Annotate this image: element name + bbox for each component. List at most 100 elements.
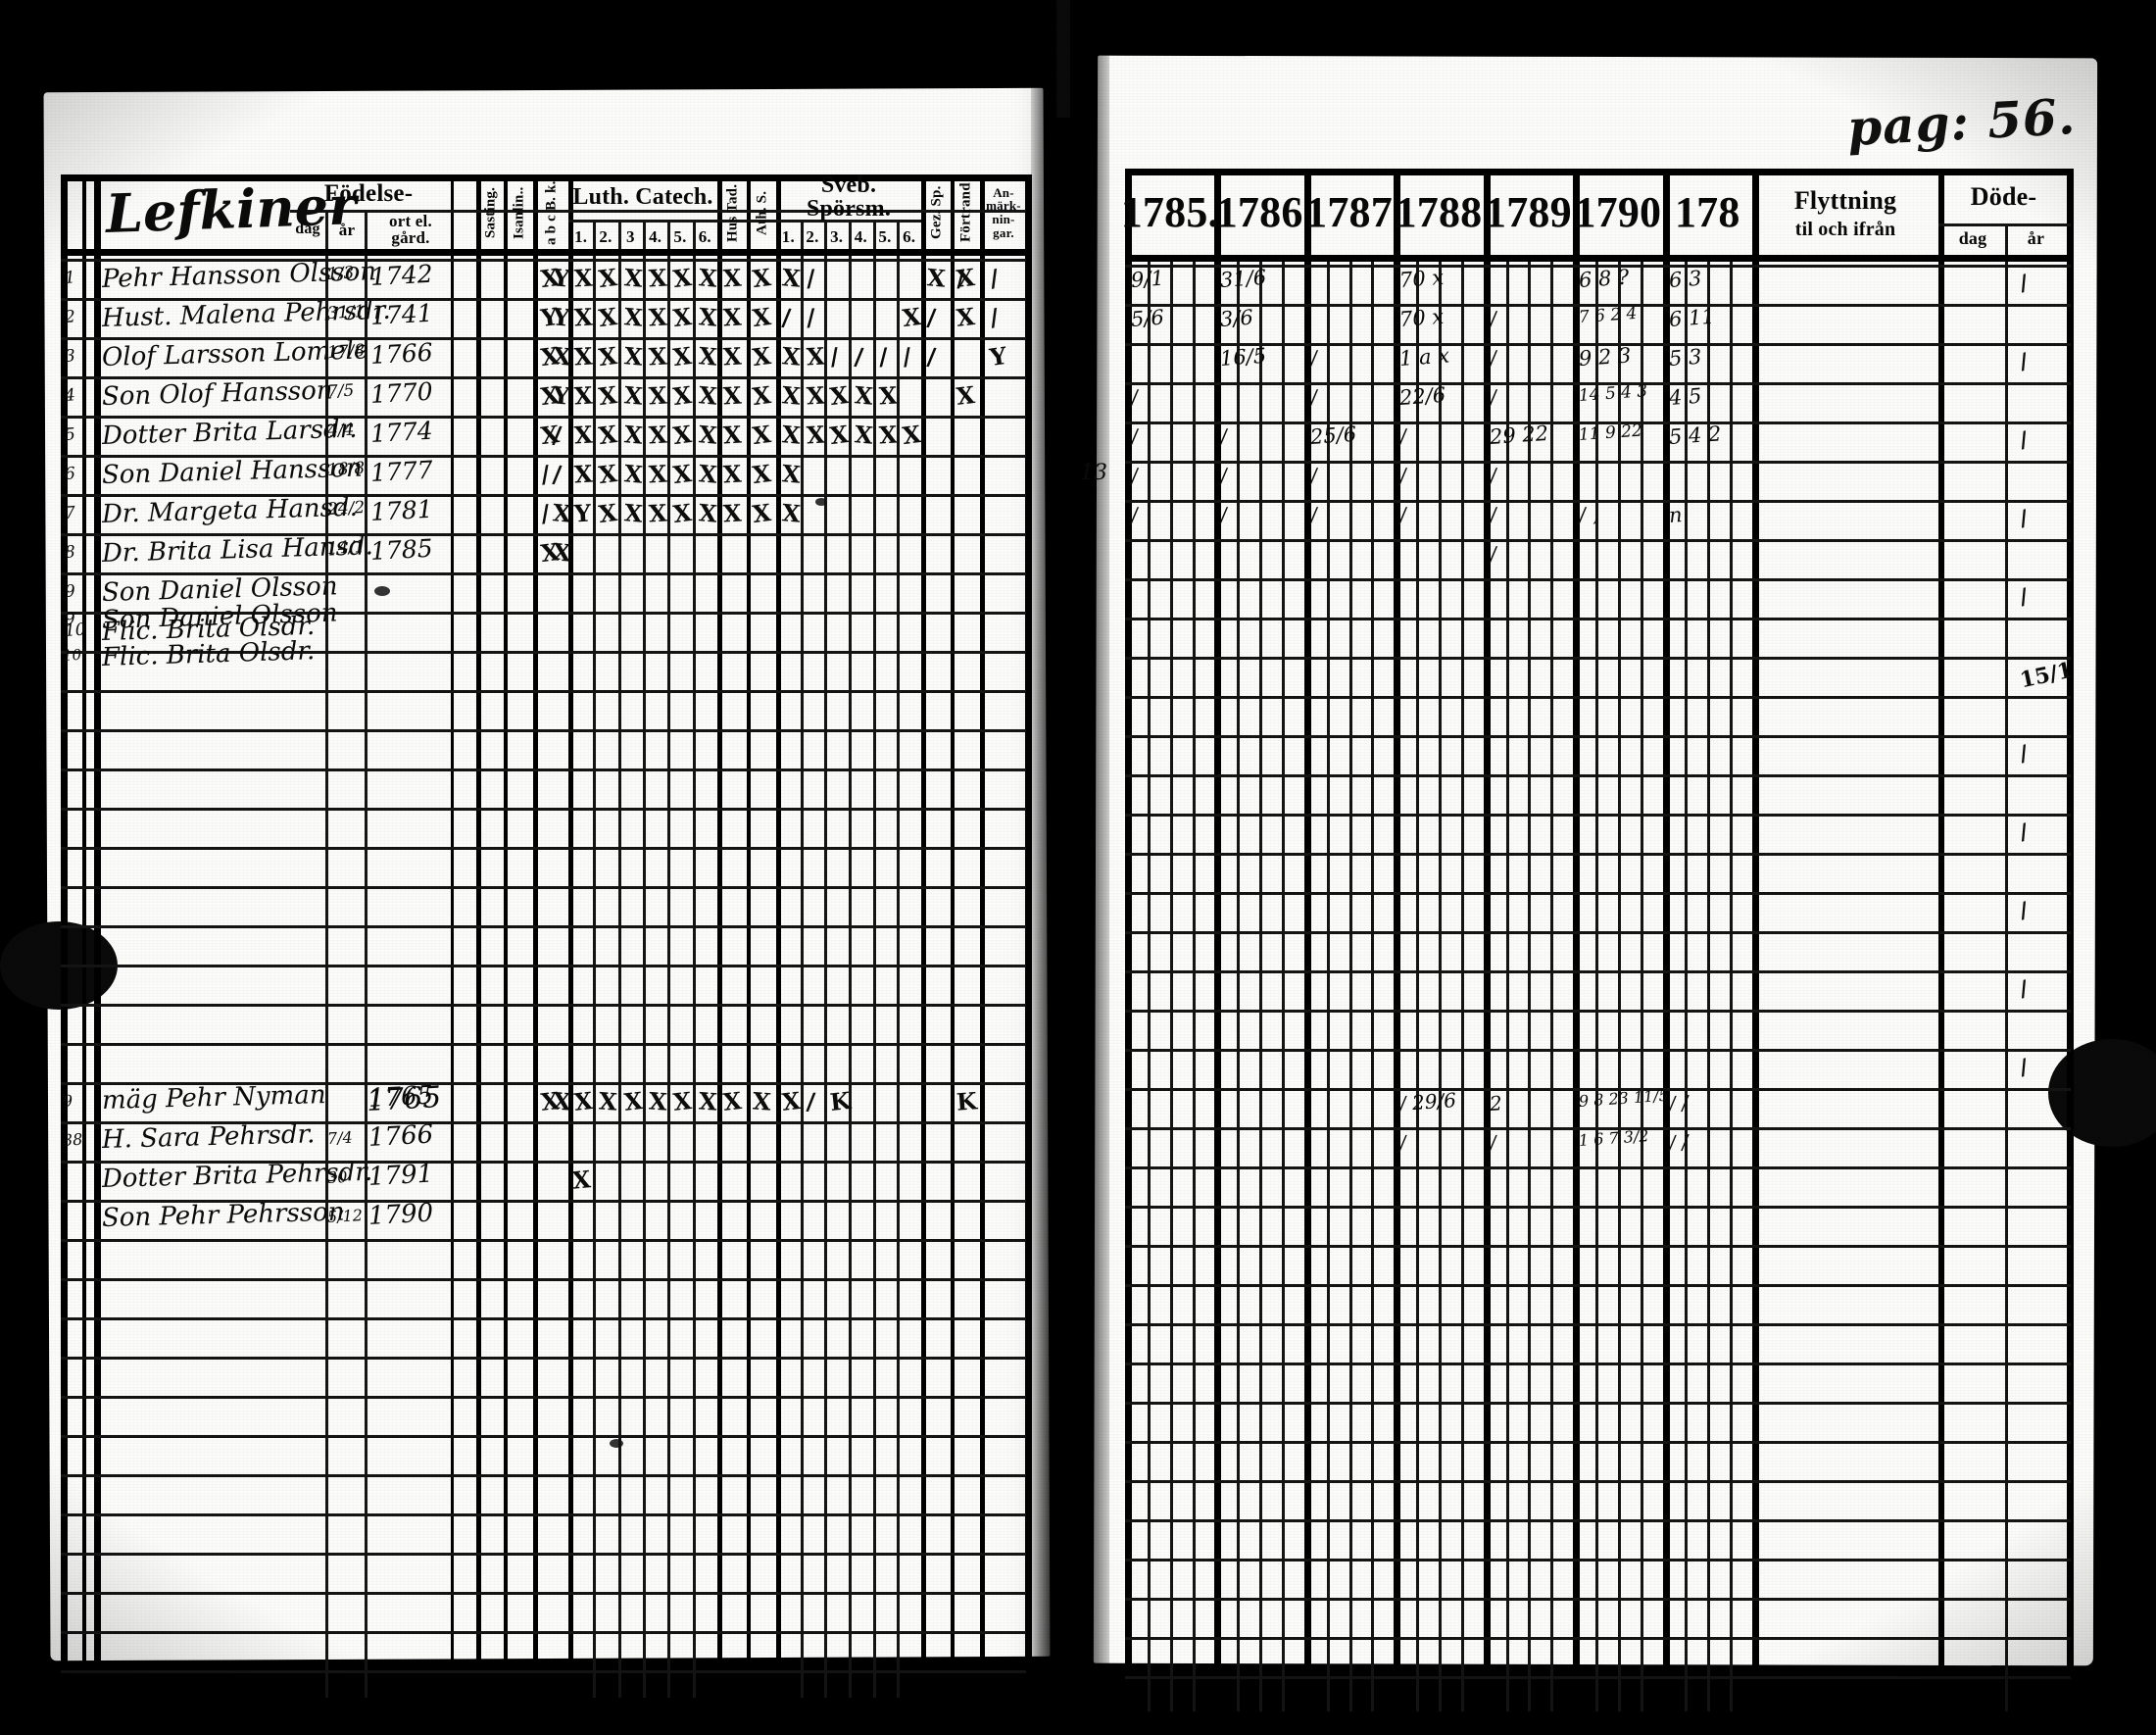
header-ath: Ath. S. bbox=[754, 190, 770, 235]
grid-horizontal-line bbox=[61, 1317, 1026, 1320]
header-flyttning-line1: Flyttning bbox=[1793, 186, 1897, 216]
entry-birth-day: 18/8 bbox=[326, 459, 366, 480]
year-cell-entry: / bbox=[1130, 464, 1139, 488]
grid-vertical-line bbox=[1416, 255, 1420, 1717]
year-cell-entry: 5 3 bbox=[1667, 344, 1702, 371]
catechism-mark: X bbox=[648, 1086, 668, 1116]
catechism-mark: X bbox=[955, 302, 977, 332]
grid-vertical-line bbox=[800, 220, 804, 1704]
entry-birth-year: 1765 bbox=[366, 1080, 443, 1118]
catechism-mark: X bbox=[722, 263, 743, 293]
grid-vertical-line bbox=[1214, 169, 1222, 1717]
grid-horizontal-line bbox=[61, 1357, 1026, 1360]
year-cell-entry: / bbox=[1219, 464, 1229, 488]
header-sveb-5: 5. bbox=[878, 226, 892, 246]
row-number: 9 bbox=[64, 609, 76, 629]
catechism-mark: X bbox=[697, 498, 718, 528]
year-cell-entry: / bbox=[1309, 346, 1318, 371]
catechism-mark: X bbox=[722, 380, 743, 411]
year-cell-entry: / bbox=[1219, 424, 1229, 449]
catechism-mark: X bbox=[551, 341, 572, 372]
header-abc: a b c B. k. bbox=[543, 180, 560, 245]
grid-vertical-line bbox=[1595, 255, 1598, 1717]
catechism-mark: X bbox=[955, 380, 977, 411]
header-flyttning: Flyttning til och ifrån bbox=[1758, 178, 1933, 249]
year-cell-entry: / bbox=[1130, 503, 1139, 527]
grid-horizontal-line bbox=[61, 1278, 1026, 1281]
grid-horizontal-line bbox=[1125, 169, 2071, 175]
entry-name: mäg Pehr Nyman bbox=[101, 1080, 326, 1115]
grid-vertical-line bbox=[1371, 255, 1375, 1717]
header-sveb-sporsm: Sveb. Spörsm. bbox=[806, 173, 892, 222]
year-cell-entry: 31/6 bbox=[1219, 265, 1268, 292]
catechism-mark: / bbox=[780, 302, 793, 332]
catechism-mark: X bbox=[751, 419, 773, 451]
year-cell-entry: / bbox=[1488, 542, 1497, 567]
year-cell-entry: 70 x bbox=[1398, 265, 1446, 292]
catechism-mark: X bbox=[671, 262, 694, 294]
catechism-mark: / bbox=[539, 498, 552, 528]
year-header-3: 1787 bbox=[1305, 188, 1393, 236]
gutter-margin-note: 13 bbox=[1080, 461, 1107, 485]
catechism-mark: X bbox=[780, 420, 802, 450]
year-cell-entry: 9 2 3 bbox=[1578, 343, 1633, 371]
row-number: 6 bbox=[64, 464, 76, 484]
header-hustad: Hus Tad. bbox=[724, 183, 741, 242]
catechism-mark: / bbox=[805, 1086, 816, 1116]
catechism-mark: X bbox=[671, 497, 694, 529]
catechism-mark: X bbox=[697, 1086, 718, 1116]
grid-horizontal-line bbox=[1125, 892, 2071, 895]
entry-name: Dotter Brita Larsdr. bbox=[101, 414, 358, 451]
grid-horizontal-line bbox=[1125, 1480, 2071, 1483]
header-luth-catech: Luth. Catech. bbox=[572, 184, 713, 210]
grid-horizontal-line bbox=[1125, 1519, 2071, 1522]
grid-horizontal-line bbox=[61, 965, 1026, 967]
grid-vertical-line bbox=[1505, 255, 1509, 1717]
header-anmarkningar: An-märk-nin-gar. bbox=[986, 184, 1021, 240]
entry-name: Flic. Brita Olsdr. bbox=[101, 636, 316, 672]
catechism-mark: X bbox=[722, 420, 743, 450]
row-number: 10 bbox=[62, 645, 82, 665]
year-cell-entry: 5 4 2 bbox=[1667, 421, 1722, 449]
catechism-mark: X bbox=[622, 380, 644, 411]
catechism-mark: X bbox=[722, 302, 743, 332]
catechism-mark: X bbox=[573, 263, 594, 293]
header-forstand: Förtrand bbox=[957, 182, 974, 243]
catechism-mark: X bbox=[671, 301, 694, 333]
row-number: 38 bbox=[62, 1129, 83, 1150]
entry-name: Son Pehr Pehrsson bbox=[101, 1197, 345, 1233]
grid-vertical-line bbox=[1730, 255, 1734, 1717]
catechism-mark: X bbox=[622, 420, 644, 450]
year-cell-entry: / bbox=[1488, 385, 1497, 410]
header-lasning: Isanlin.. bbox=[511, 186, 527, 239]
row-number: 4 bbox=[64, 385, 76, 406]
ink-blot bbox=[374, 586, 390, 596]
grid-horizontal-line bbox=[61, 1631, 1026, 1634]
catechism-mark: X bbox=[622, 341, 644, 372]
catechism-mark: X bbox=[622, 302, 644, 332]
catechism-mark: X bbox=[622, 1086, 644, 1116]
grid-vertical-line bbox=[1259, 255, 1263, 1717]
year-cell-entry: / bbox=[1309, 385, 1318, 410]
header-dode-dag: dag bbox=[1958, 228, 1987, 248]
grid-horizontal-line bbox=[61, 808, 1026, 811]
year-cell-entry: 70 x bbox=[1398, 304, 1446, 331]
grid-horizontal-line bbox=[61, 1670, 1026, 1673]
catechism-mark: K bbox=[828, 1085, 853, 1117]
catechism-mark: / bbox=[828, 341, 841, 372]
year-header-7: 178 bbox=[1674, 188, 1740, 236]
grid-horizontal-line bbox=[1125, 774, 2071, 777]
catechism-mark: X bbox=[573, 459, 594, 489]
header-luth-1: 1. bbox=[574, 226, 588, 246]
grid-vertical-line bbox=[1169, 255, 1173, 1717]
year-cell-entry: 11 9 22 bbox=[1578, 421, 1643, 445]
catechism-mark: X bbox=[648, 459, 668, 489]
grid-horizontal-line bbox=[1125, 1245, 2071, 1248]
catechism-mark: X bbox=[697, 263, 718, 293]
ink-blot bbox=[815, 498, 827, 506]
header-sveb-2: 2. bbox=[806, 226, 819, 246]
catechism-mark: X bbox=[828, 419, 851, 451]
entry-birth-day: 5/12 bbox=[326, 1206, 364, 1226]
grid-horizontal-line bbox=[61, 768, 1026, 771]
